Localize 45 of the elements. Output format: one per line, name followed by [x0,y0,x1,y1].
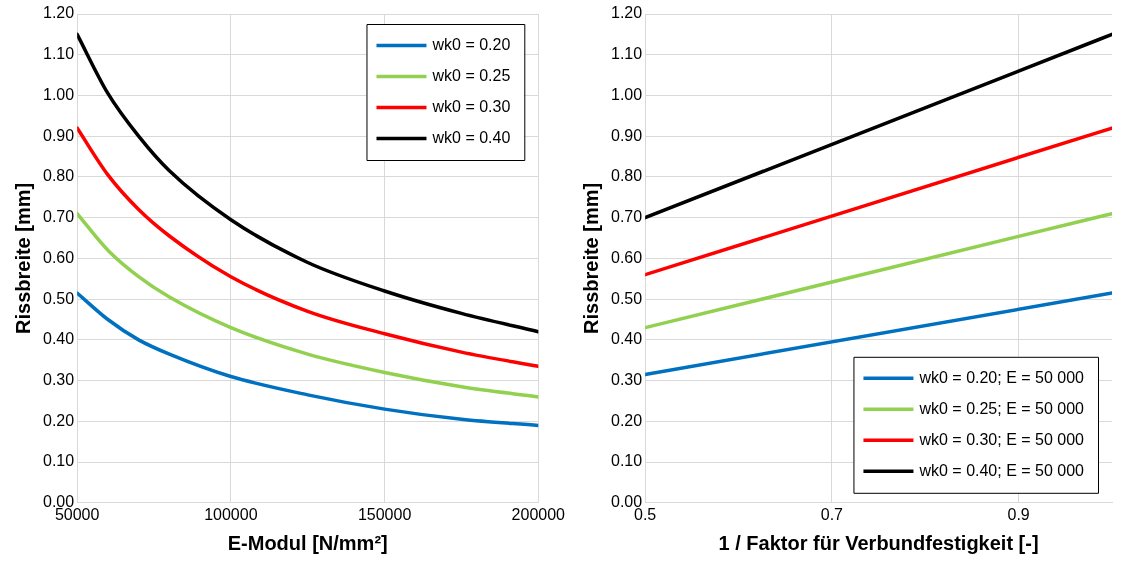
y-tick-label: 0.90 [611,126,643,144]
legend-label: wk0 = 0.20 [431,35,511,53]
y-tick-label: 0.60 [43,248,75,266]
legend-label: wk0 = 0.20; E = 50 000 [918,368,1085,386]
line-series [77,291,539,428]
line-series [77,32,539,334]
legend-label: wk0 = 0.30; E = 50 000 [918,430,1085,448]
legend-label: wk0 = 0.25; E = 50 000 [918,399,1085,417]
x-tick-label: 0.7 [820,505,844,523]
line-series [77,211,539,399]
y-tick-label: 0.40 [43,330,75,348]
legend-label: wk0 = 0.30 [431,97,511,115]
y-tick-label: 1.00 [43,85,75,103]
y-tick-label: 0.80 [611,167,643,185]
y-tick-label: 0.70 [43,208,75,226]
legend-label: wk0 = 0.40; E = 50 000 [918,461,1085,479]
y-tick-label: 0.50 [43,289,75,307]
x-tick-label: 150000 [357,505,412,523]
x-tick-label: 200000 [511,505,566,523]
y-tick-label: 0.90 [43,126,75,144]
y-tick-label: 1.10 [611,45,643,63]
y-tick-label: 0.50 [611,289,643,307]
y-tick-label: 1.00 [611,85,643,103]
legend-label: wk0 = 0.25 [431,66,511,84]
y-tick-label: 0.40 [611,330,643,348]
y-tick-label: 0.20 [43,411,75,429]
y-tick-label: 1.20 [43,4,75,22]
y-tick-label: 0.10 [611,452,643,470]
y-tick-label: 0.60 [611,248,643,266]
x-tick-label: 100000 [204,505,258,523]
y-tick-label: 0.30 [43,371,75,389]
y-axis-title: Rissbreite [mm] [579,182,602,334]
x-tick-label: 0.9 [1007,505,1030,523]
x-axis-title: 1 / Faktor für Verbundfestigkeit [-] [718,531,1039,554]
y-tick-label: 0.10 [43,452,75,470]
y-tick-label: 0.20 [611,411,643,429]
legend-label: wk0 = 0.40 [431,128,511,146]
line-series [77,126,539,369]
y-tick-label: 0.30 [611,371,643,389]
y-tick-label: 1.20 [611,4,643,22]
y-tick-label: 1.10 [43,45,75,63]
y-tick-label: 0.70 [611,208,643,226]
y-axis-title: Rissbreite [mm] [11,182,34,334]
y-tick-label: 0.80 [43,167,75,185]
x-axis-title: E-Modul [N/mm²] [227,531,388,554]
